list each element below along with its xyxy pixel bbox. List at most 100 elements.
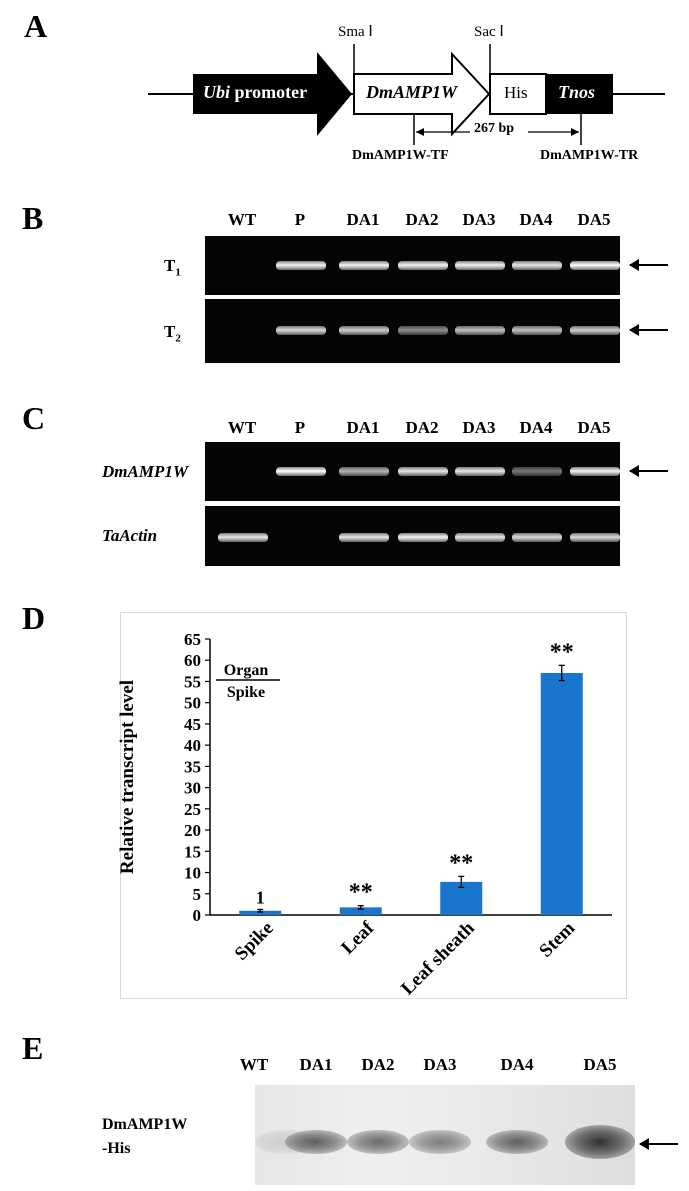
ubi-italic-text: Ubi	[203, 82, 230, 102]
ubi-promoter-block	[193, 52, 352, 136]
primer-r-label: DmAMP1W-TR	[540, 148, 639, 163]
y-axis-title: Relative transcript level	[117, 680, 138, 874]
primer-f-label: DmAMP1W-TF	[352, 148, 449, 163]
y-tick-label: 55	[184, 672, 201, 691]
blot-band	[486, 1130, 548, 1154]
gel-band	[398, 533, 448, 542]
gel-band	[570, 467, 620, 476]
blot-band	[565, 1125, 635, 1159]
lane-label-da1: DA1	[346, 418, 380, 437]
blot-lane-label-da5: DA5	[583, 1055, 617, 1074]
category-label: Leaf sheath	[397, 917, 479, 999]
western-blot	[255, 1085, 635, 1185]
lane-label-da5: DA5	[577, 418, 611, 437]
gel-band	[276, 326, 326, 335]
category-label: Spike	[231, 918, 278, 965]
bar-chart: 0 5 10 15 20 25 30 35 40 45 50 55 60 65 Relative trans…	[117, 630, 612, 999]
y-tick-label: 50	[184, 694, 201, 713]
gel-band	[455, 326, 505, 335]
gel-band	[339, 261, 389, 270]
gene-label: DmAMP1W	[366, 82, 458, 102]
lane-label-p: P	[294, 418, 306, 437]
panel-d-label: D	[22, 600, 46, 636]
y-tick-label: 65	[184, 630, 201, 649]
gel-band	[512, 261, 562, 270]
gel-band	[339, 326, 389, 335]
gel-band	[570, 326, 620, 335]
gel-band	[570, 533, 620, 542]
y-tick-label: 15	[184, 842, 201, 861]
lane-label-p: P	[294, 210, 306, 229]
y-tick-label: 20	[184, 821, 201, 840]
bar-annotation: **	[449, 850, 473, 876]
ubi-rest-text: promoter	[230, 82, 308, 102]
blot-band	[347, 1130, 409, 1154]
gel-band	[455, 533, 505, 542]
bar-annotation: **	[550, 639, 574, 665]
gel-b-row1	[205, 236, 620, 295]
site-sac-label: Sac Ⅰ	[474, 24, 504, 40]
amplicon-label: 267 bp	[474, 121, 515, 136]
y-tick-label: 0	[193, 906, 202, 925]
lane-label-wt: WT	[227, 210, 257, 229]
blot-e-label-line2: -His	[102, 1140, 131, 1157]
gel-band	[276, 261, 326, 270]
gel-band	[570, 261, 620, 270]
amplicon-arrow-right	[571, 128, 579, 136]
legend-numerator: Organ	[224, 662, 269, 679]
gel-band	[339, 533, 389, 542]
bar-annotation: 1	[256, 887, 265, 907]
gel-band	[276, 467, 326, 476]
ubi-promoter-label: Ubi promoter	[203, 82, 307, 103]
blot-lane-label-da3: DA3	[423, 1055, 457, 1074]
y-tick-label: 45	[184, 715, 201, 734]
site-sma-label: Sma Ⅰ	[338, 24, 373, 40]
panel-c-label: C	[22, 400, 46, 436]
gel-b-row2	[205, 299, 620, 363]
gel-band	[512, 533, 562, 542]
row2-label-main: T	[164, 322, 176, 341]
row1-label-sub: 1	[175, 266, 181, 279]
gel-band	[455, 467, 505, 476]
blot-e-label: DmAMP1W -His	[102, 1113, 187, 1161]
gel-b-row1-label: T1	[164, 256, 181, 278]
lane-label-da4: DA4	[519, 210, 553, 229]
gel-band	[512, 467, 562, 476]
blot-lane-label-wt: WT	[239, 1055, 269, 1074]
lane-label-da5: DA5	[577, 210, 611, 229]
gel-band	[512, 326, 562, 335]
gel-band	[398, 261, 448, 270]
blot-lane-label-da2: DA2	[361, 1055, 395, 1074]
lane-label-da2: DA2	[405, 418, 439, 437]
construct-diagram	[148, 44, 665, 145]
y-tick-label: 30	[184, 779, 201, 798]
lane-label-da1: DA1	[346, 210, 380, 229]
y-tick-label: 40	[184, 736, 201, 755]
tnos-block	[546, 74, 613, 114]
blot-lane-label-da1: DA1	[299, 1055, 333, 1074]
his-block	[489, 73, 547, 115]
y-tick-label: 35	[184, 757, 201, 776]
row1-label-main: T	[164, 256, 176, 275]
y-tick-label: 60	[184, 651, 201, 670]
category-label: Leaf	[337, 917, 378, 958]
gene-block	[353, 51, 491, 137]
blot-band	[285, 1130, 347, 1154]
lane-label-da3: DA3	[462, 418, 496, 437]
amplicon-arrow-left	[416, 128, 424, 136]
gel-c-row2	[205, 506, 620, 566]
blot-e-arrow-icon	[639, 1138, 678, 1150]
bar	[339, 907, 382, 915]
y-tick-label: 10	[184, 864, 201, 883]
panel-b-label: B	[22, 200, 44, 236]
bar-annotation: **	[349, 880, 373, 906]
blot-band	[409, 1130, 471, 1154]
legend-denominator: Spike	[227, 684, 265, 701]
y-tick-label: 5	[193, 885, 202, 904]
bar	[239, 910, 282, 915]
gel-b-row2-arrow-icon	[629, 324, 668, 336]
bar	[540, 672, 583, 915]
gel-band	[455, 261, 505, 270]
gel-c-row1-arrow-icon	[629, 465, 668, 477]
blot-lane-label-da4: DA4	[500, 1055, 534, 1074]
